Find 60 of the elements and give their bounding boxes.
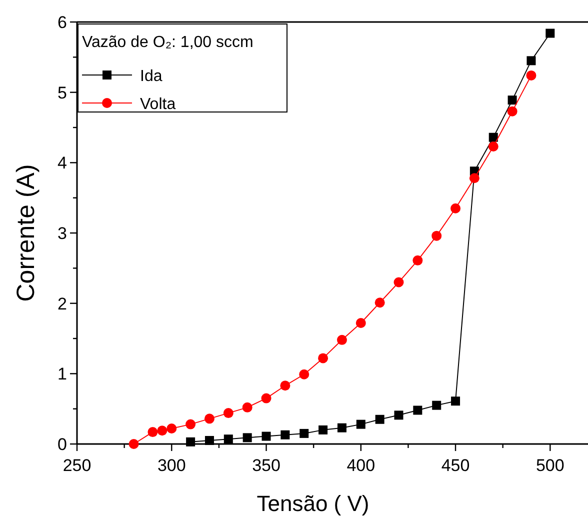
point [204, 436, 214, 445]
point [432, 400, 442, 410]
point [488, 141, 498, 152]
point [204, 414, 214, 424]
point [223, 408, 234, 418]
point [508, 96, 517, 105]
x-tick-label: 500 [536, 456, 564, 475]
point [337, 423, 346, 432]
point [394, 277, 404, 288]
point [148, 427, 158, 438]
point [318, 425, 328, 434]
x-axis-title: Tensão ( V) [256, 491, 370, 516]
legend-title: Vazão de O₂: 1,00 sccm [82, 34, 254, 51]
point [299, 369, 310, 380]
point [507, 106, 518, 116]
point [356, 318, 366, 328]
y-tick-label: 4 [58, 154, 67, 173]
x-tick-label: 450 [441, 456, 470, 475]
point [432, 230, 442, 241]
point [469, 173, 480, 184]
point [375, 414, 384, 424]
point [128, 439, 139, 449]
point [157, 426, 168, 436]
y-tick-label: 3 [58, 224, 67, 243]
point [186, 437, 196, 446]
point [186, 419, 196, 430]
point [450, 203, 461, 214]
legend-label: Volta [140, 96, 176, 113]
x-tick-label: 250 [62, 456, 92, 475]
point [488, 132, 498, 142]
point [242, 433, 252, 442]
point [318, 353, 328, 364]
point [546, 28, 555, 38]
legend-label: Ida [140, 68, 162, 85]
point [451, 396, 460, 406]
y-tick-label: 6 [58, 13, 67, 32]
y-tick-label: 1 [58, 364, 67, 384]
point [412, 255, 423, 266]
point [526, 56, 536, 66]
point [262, 432, 271, 441]
point [300, 428, 309, 438]
x-tick-label: 400 [346, 456, 376, 475]
y-tick-label: 0 [58, 435, 67, 454]
x-tick-label: 300 [157, 456, 186, 475]
x-tick-label: 350 [252, 456, 280, 475]
point [280, 430, 290, 440]
y-tick-label: 2 [58, 294, 67, 314]
y-tick-label: 5 [58, 83, 67, 102]
point [280, 380, 290, 391]
y-axis-title: Corrente (A) [12, 164, 40, 302]
point [224, 434, 233, 444]
point [166, 424, 177, 434]
point [394, 410, 404, 420]
point [374, 298, 385, 308]
point [413, 406, 422, 415]
point [526, 70, 536, 80]
point [356, 420, 366, 429]
point [242, 402, 252, 412]
point [336, 334, 347, 345]
point [261, 393, 272, 404]
